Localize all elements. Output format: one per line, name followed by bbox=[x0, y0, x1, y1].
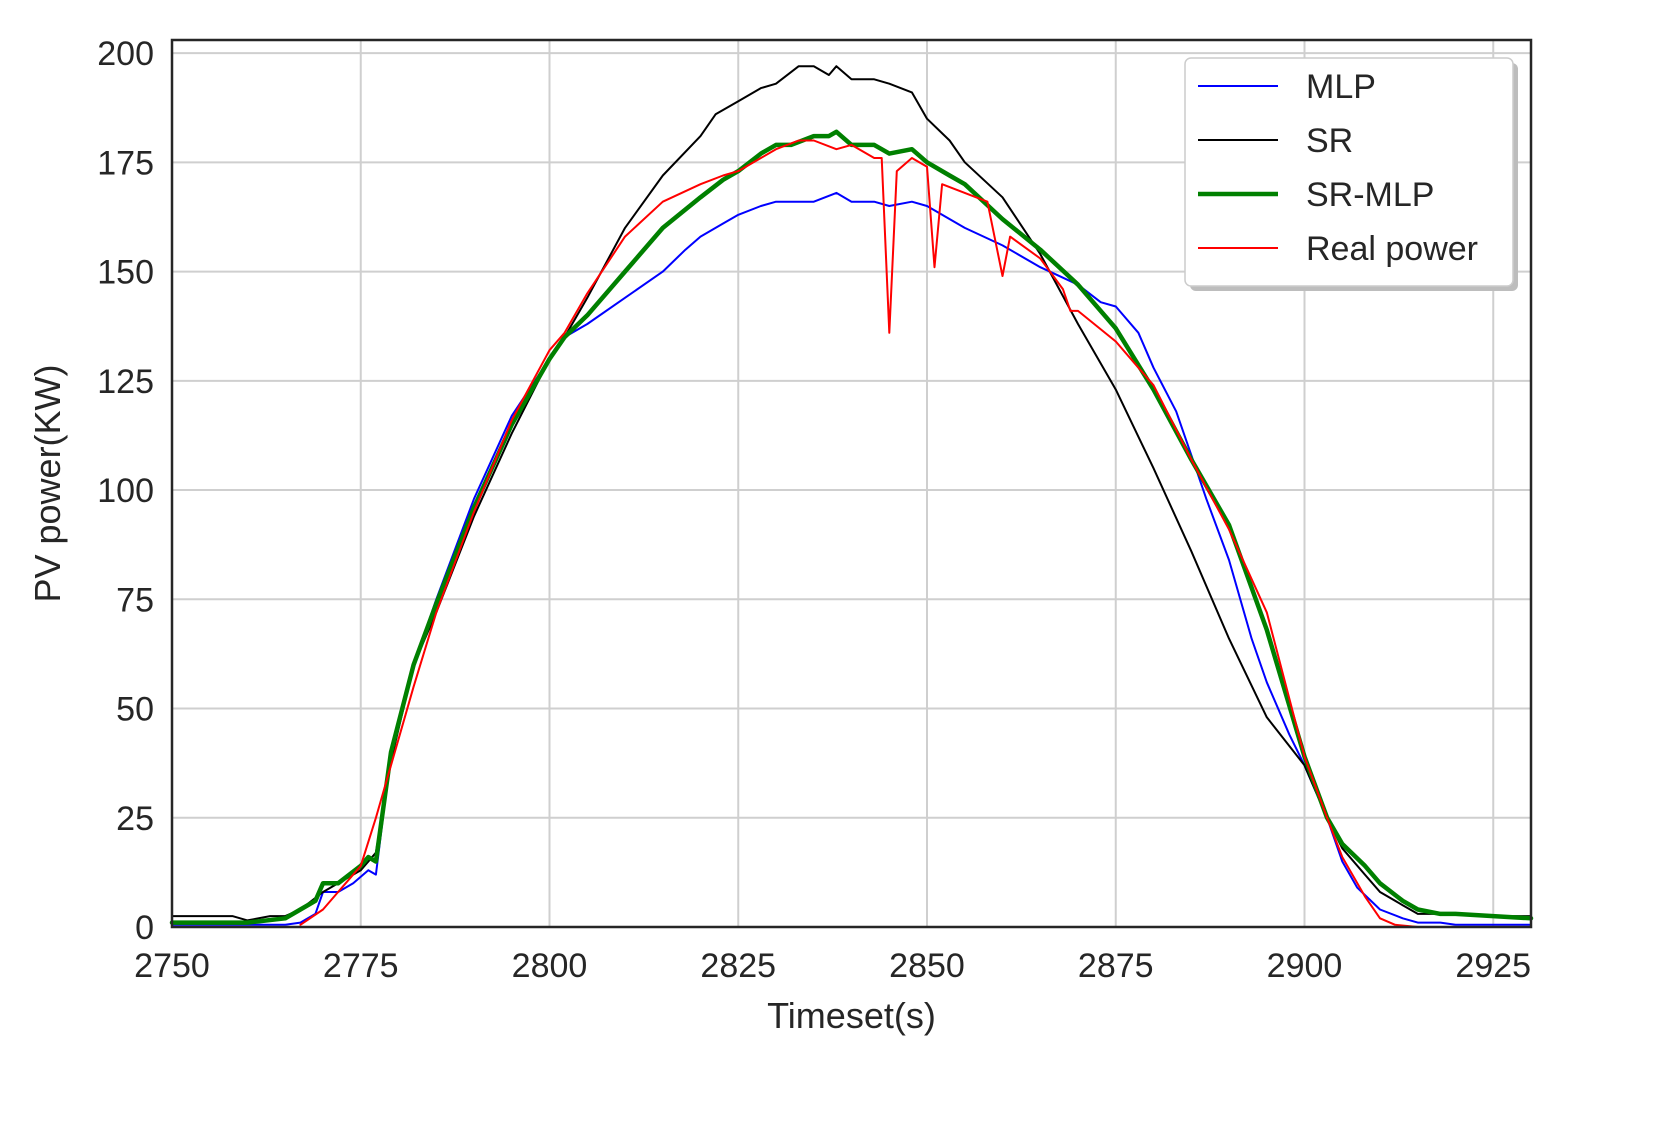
y-tick-label: 0 bbox=[135, 909, 154, 947]
y-tick-label: 200 bbox=[97, 35, 154, 73]
plot-frame bbox=[170, 38, 1533, 929]
x-tick-label: 2875 bbox=[1078, 947, 1154, 985]
x-tick-label: 2825 bbox=[700, 947, 776, 985]
tick-labels: 2750 2775 2800 2825 2850 2875 2900 2925 0 25 50 75 1… bbox=[97, 35, 1531, 985]
grid bbox=[171, 40, 1531, 928]
legend-box bbox=[1184, 57, 1514, 287]
legend-label-mlp: MLP bbox=[1306, 68, 1376, 106]
x-tick-label: 2750 bbox=[134, 947, 210, 985]
x-tick-label: 2900 bbox=[1267, 947, 1343, 985]
y-axis-label: PV power(KW) bbox=[27, 364, 68, 602]
y-tick-label: 175 bbox=[97, 144, 154, 182]
y-tick-label: 25 bbox=[116, 800, 154, 838]
x-axis-label: Timeset(s) bbox=[767, 995, 936, 1036]
x-tick-label: 2775 bbox=[323, 947, 399, 985]
legend: MLP SR SR-MLP Real power bbox=[1184, 57, 1518, 291]
y-tick-label: 100 bbox=[97, 472, 154, 510]
legend-label-sr: SR bbox=[1306, 122, 1353, 160]
x-tick-label: 2850 bbox=[889, 947, 965, 985]
y-tick-label: 50 bbox=[116, 691, 154, 729]
series-line-real-power bbox=[299, 139, 1419, 928]
legend-items: MLP SR SR-MLP Real power bbox=[1198, 68, 1478, 268]
legend-label-real-power: Real power bbox=[1306, 230, 1478, 268]
x-tick-label: 2800 bbox=[512, 947, 588, 985]
legend-label-sr-mlp: SR-MLP bbox=[1306, 176, 1434, 214]
y-tick-label: 150 bbox=[97, 254, 154, 292]
y-tick-label: 125 bbox=[97, 363, 154, 401]
series-group bbox=[169, 65, 1534, 928]
x-tick-label: 2925 bbox=[1455, 947, 1531, 985]
y-tick-label: 75 bbox=[116, 581, 154, 619]
